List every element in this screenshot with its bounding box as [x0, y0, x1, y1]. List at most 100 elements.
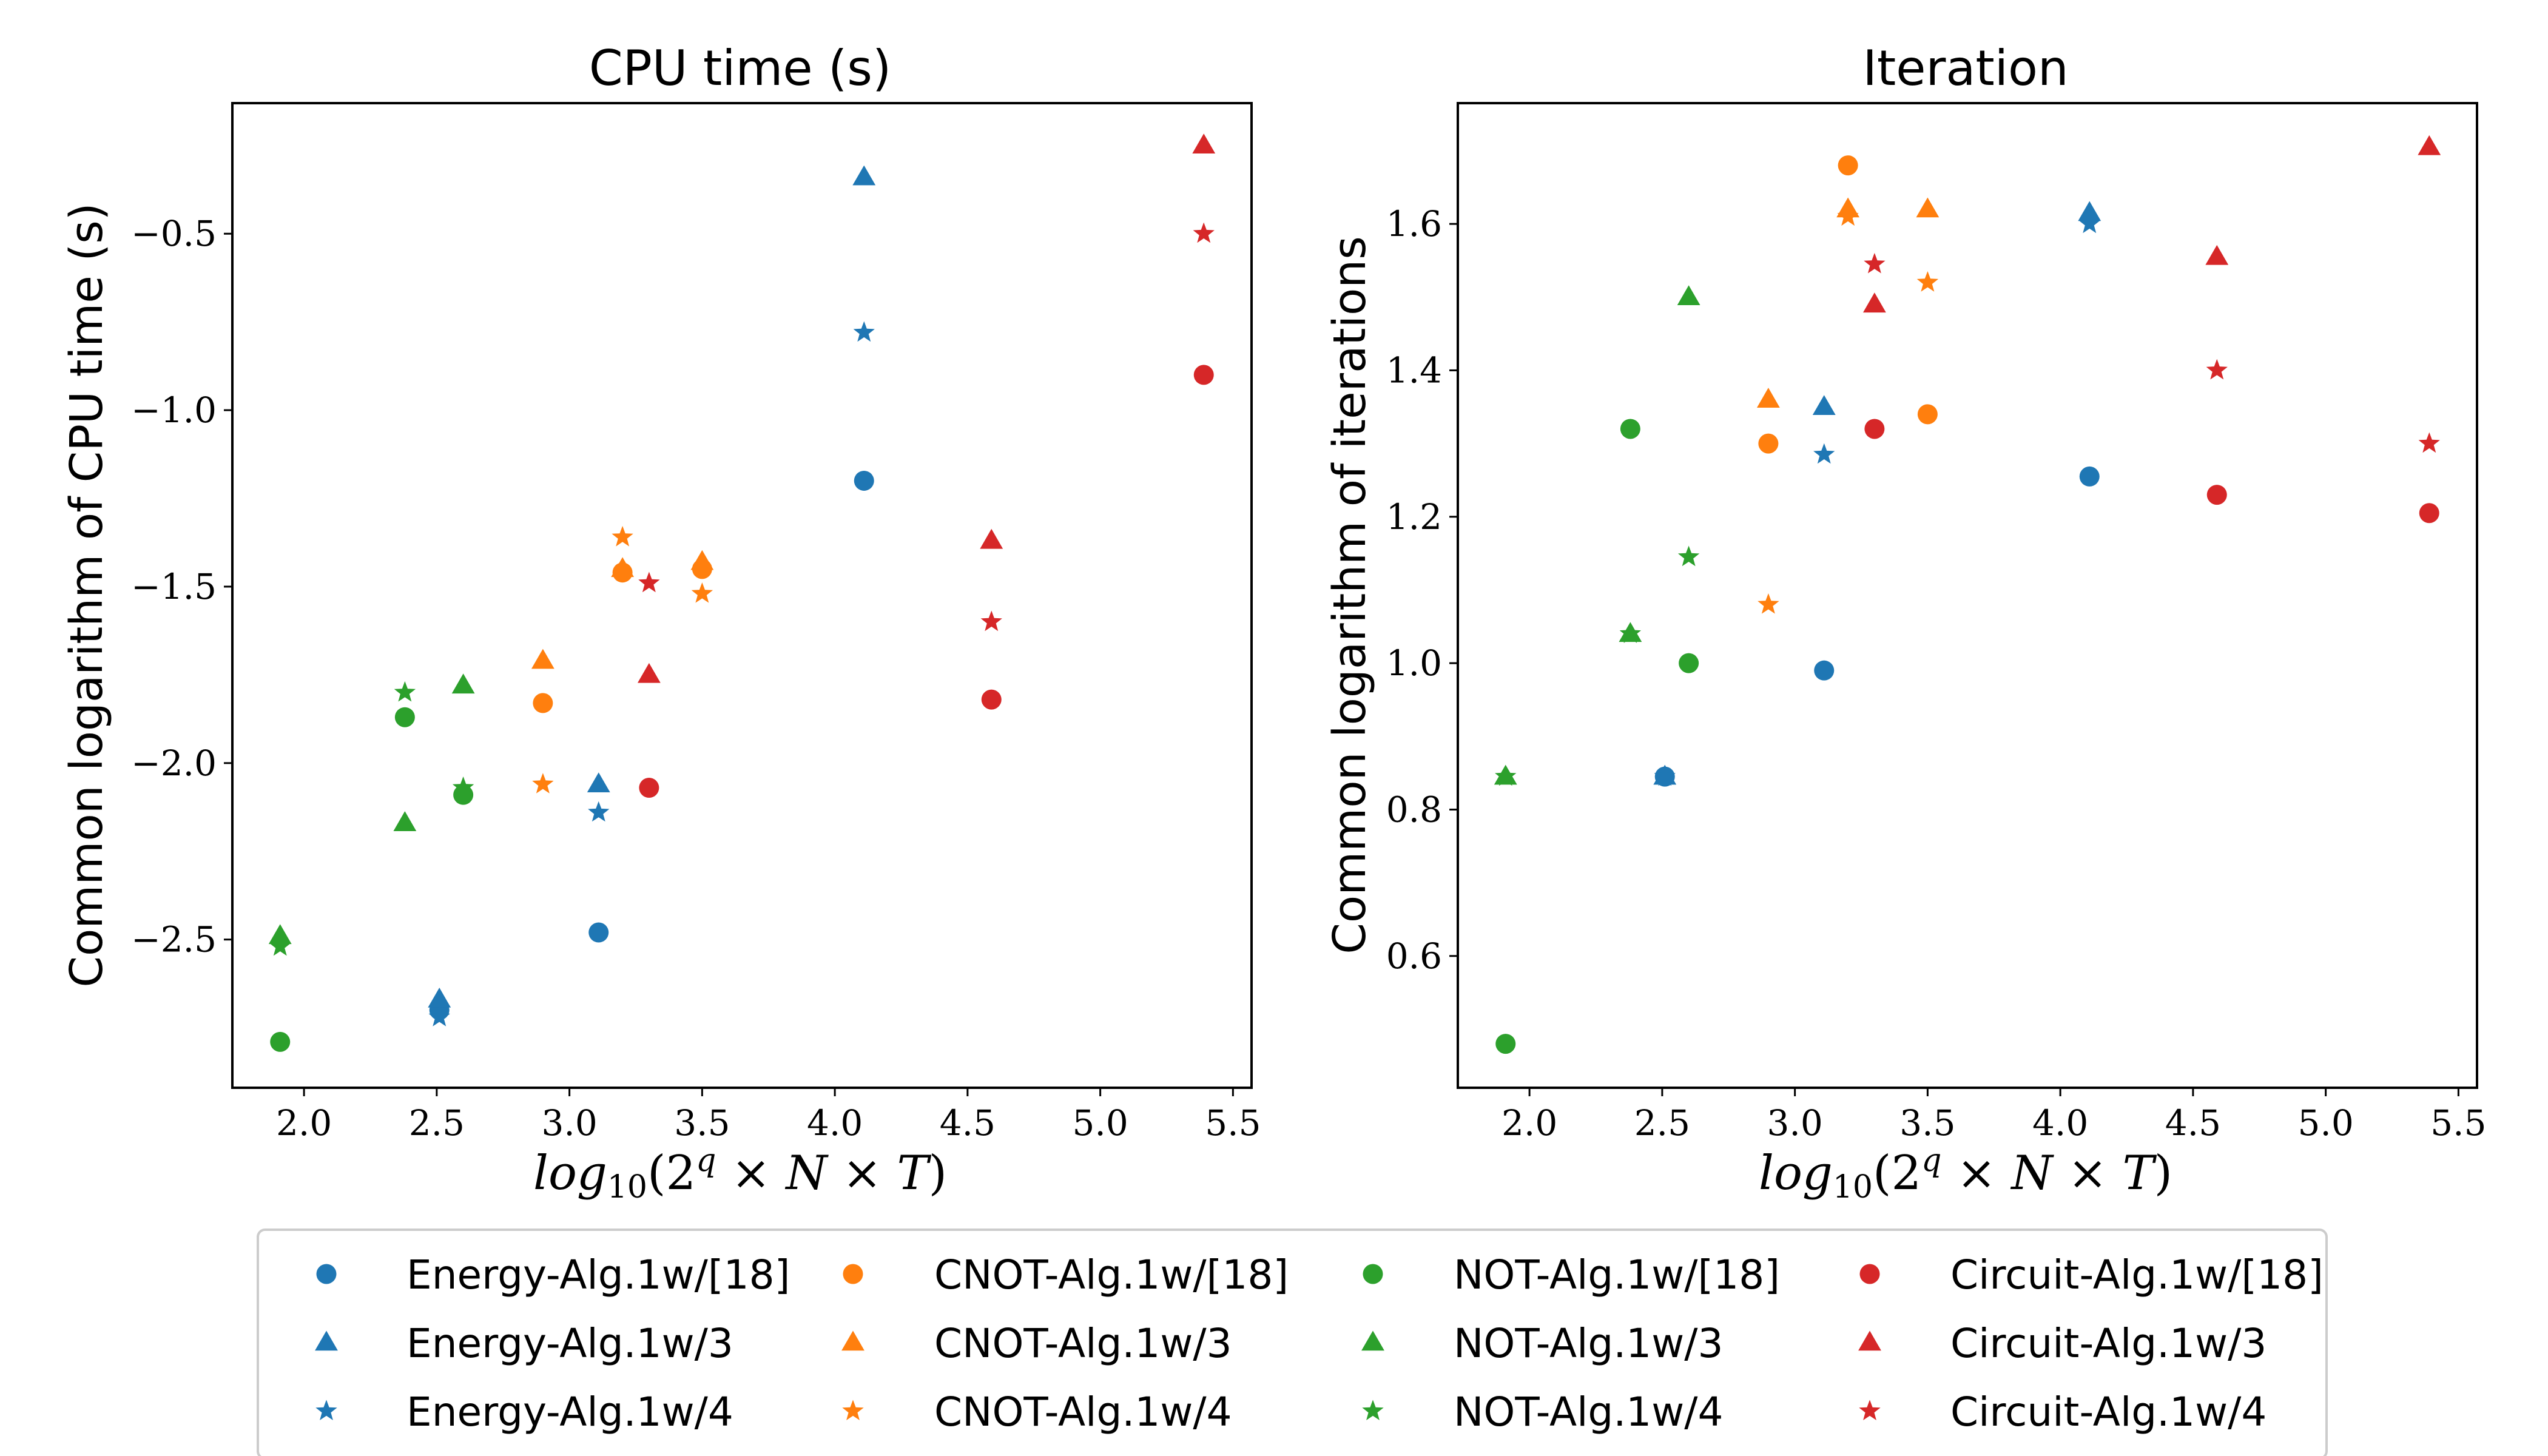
cpu-time-panel: CPU time (s) 2.0 2.5 3.0 3.5 4.0 4.5 5.0 5.5 −2…	[61, 40, 1261, 1205]
data-point	[639, 778, 659, 798]
legend-marker	[1361, 1330, 1384, 1351]
data-point	[270, 1031, 291, 1052]
data-point	[269, 935, 291, 956]
data-point	[1813, 443, 1835, 464]
legend-label: CNOT-Alg.1w/4	[934, 1389, 1232, 1435]
data-point	[852, 165, 876, 186]
legend-marker	[1362, 1400, 1384, 1420]
legend-label: NOT-Alg.1w/4	[1454, 1389, 1724, 1435]
x-tick-label: 5.5	[2430, 1102, 2486, 1144]
legend-marker	[1363, 1264, 1383, 1284]
x-tick-label: 4.5	[2165, 1102, 2221, 1144]
legend-label: NOT-Alg.1w/3	[1454, 1320, 1724, 1367]
y-tick-label: 1.6	[1386, 203, 1442, 244]
data-point	[637, 662, 661, 683]
data-point	[393, 811, 417, 831]
chart-title: CPU time (s)	[589, 40, 891, 96]
data-point	[1814, 660, 1835, 681]
data-point	[1679, 653, 1699, 673]
x-tick-label: 4.5	[940, 1102, 996, 1144]
data-point	[531, 649, 554, 669]
legend-label: CNOT-Alg.1w/3	[934, 1320, 1232, 1367]
data-point	[1837, 205, 1859, 226]
data-point	[1619, 622, 1642, 643]
legend-label: Circuit-Alg.1w/[18]	[1950, 1252, 2324, 1298]
data-point	[428, 1006, 450, 1026]
data-point	[453, 784, 474, 805]
data-point	[1193, 365, 1214, 385]
data-point	[394, 707, 415, 727]
data-points	[268, 133, 1216, 1052]
data-point	[588, 801, 610, 822]
data-point	[1192, 133, 1216, 154]
y-tick-label: 0.6	[1386, 935, 1442, 977]
y-tick-label: −1.0	[131, 389, 217, 431]
data-point	[1916, 197, 1940, 218]
data-point	[588, 922, 609, 943]
plot-frame	[231, 102, 1253, 1089]
data-point	[1193, 222, 1215, 243]
legend-label: Energy-Alg.1w/[18]	[406, 1252, 790, 1298]
x-tick-label: 2.5	[409, 1102, 465, 1144]
legend-marker	[1859, 1400, 1881, 1420]
x-tick-label: 3.0	[1767, 1102, 1823, 1144]
legend-frame	[257, 1228, 2328, 1456]
data-point	[2079, 466, 2100, 487]
data-point	[1677, 285, 1700, 306]
data-point	[587, 772, 610, 792]
plot-frame	[1457, 102, 2478, 1089]
x-tick-label: 3.5	[1899, 1102, 1955, 1144]
legend-marker	[1858, 1330, 1881, 1351]
legend-label: Energy-Alg.1w/4	[406, 1389, 733, 1435]
x-tick-label: 3.5	[674, 1102, 730, 1144]
legend-marker	[316, 1264, 337, 1284]
legend-label: Circuit-Alg.1w/3	[1950, 1320, 2267, 1367]
data-point	[1862, 292, 1886, 313]
data-point	[2078, 212, 2100, 234]
legend-label: Circuit-Alg.1w/4	[1950, 1389, 2267, 1435]
data-point	[2418, 432, 2440, 453]
y-tick-label: 0.8	[1386, 789, 1442, 830]
data-point	[2078, 201, 2101, 221]
data-point	[2419, 503, 2439, 524]
data-point	[533, 693, 553, 713]
x-tick-label: 5.5	[1205, 1102, 1261, 1144]
data-point	[980, 528, 1003, 549]
x-tick-label: 3.0	[542, 1102, 598, 1144]
legend-marker	[842, 1400, 864, 1420]
chart-title: Iteration	[1862, 40, 2068, 96]
data-point	[1620, 419, 1640, 439]
data-point	[1917, 404, 1938, 425]
data-point	[1495, 1034, 1516, 1054]
data-point	[980, 610, 1002, 632]
data-point	[854, 470, 874, 491]
legend-marker	[315, 1400, 337, 1420]
legend-marker	[1859, 1264, 1880, 1284]
x-tick-label: 2.5	[1634, 1102, 1690, 1144]
x-tick-label: 5.0	[2298, 1102, 2354, 1144]
legend: Energy-Alg.1w/[18] CNOT-Alg.1w/[18] NOT-Al…	[257, 1228, 2328, 1456]
legend-marker	[841, 1330, 864, 1351]
legend-marker	[315, 1330, 338, 1351]
data-point	[981, 689, 1002, 710]
data-point	[690, 550, 714, 570]
y-axis-label: Common logarithm of iterations	[1324, 236, 1376, 954]
data-point	[1916, 271, 1939, 292]
x-axis-label: log10(2q × N × T)	[1759, 1142, 2172, 1205]
y-tick-label: 1.4	[1386, 349, 1442, 391]
data-point	[394, 681, 416, 702]
data-point	[611, 557, 635, 578]
x-tick-label: 4.0	[807, 1102, 863, 1144]
data-point	[638, 571, 660, 593]
y-tick-label: −2.0	[131, 743, 217, 784]
legend-items: Energy-Alg.1w/[18] CNOT-Alg.1w/[18] NOT-Al…	[315, 1252, 2324, 1435]
y-tick-label: −1.5	[131, 566, 217, 607]
data-point	[1838, 155, 1858, 176]
data-point	[1756, 388, 1780, 408]
y-tick-label: 1.2	[1386, 496, 1442, 538]
x-axis-label: log10(2q × N × T)	[533, 1142, 947, 1205]
data-points	[1494, 135, 2441, 1054]
data-point	[428, 988, 451, 1008]
y-ticks: −2.5 −2.0 −1.5 −1.0 −0.5	[131, 213, 232, 960]
